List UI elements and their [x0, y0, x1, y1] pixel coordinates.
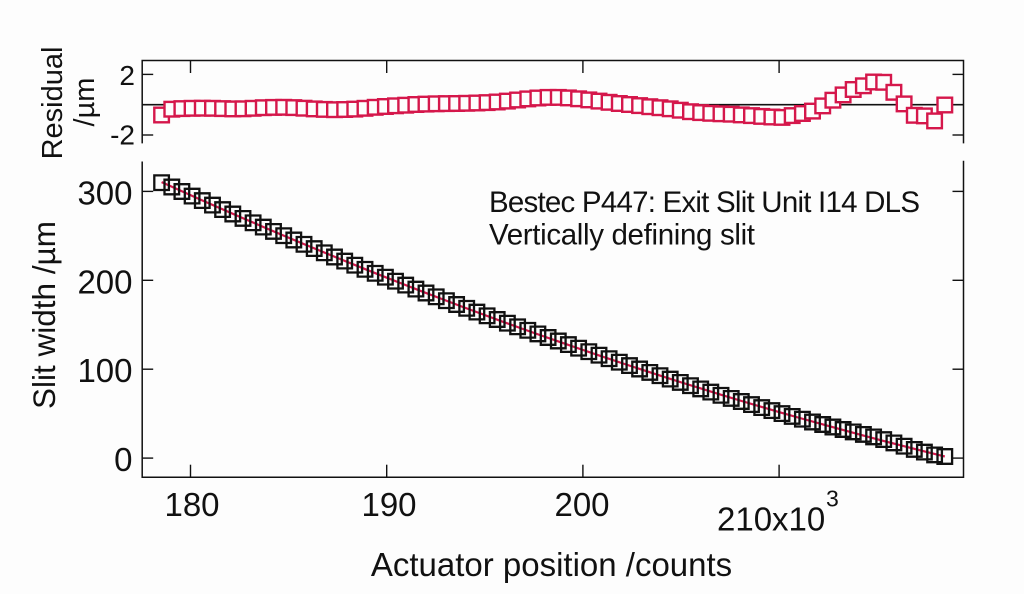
- svg-text:180: 180: [164, 486, 219, 523]
- svg-text:-2: -2: [110, 120, 135, 151]
- svg-text:2: 2: [119, 60, 135, 91]
- svg-text:Residual: Residual: [37, 47, 69, 160]
- svg-text:100: 100: [77, 352, 132, 389]
- svg-text:Vertically defining slit: Vertically defining slit: [489, 218, 755, 251]
- svg-text:Slit width /µm: Slit width /µm: [26, 221, 62, 409]
- svg-text:210x10: 210x10: [717, 501, 825, 538]
- svg-text:Actuator position /counts: Actuator position /counts: [371, 546, 732, 583]
- svg-text:/µm: /µm: [69, 78, 101, 127]
- svg-text:200: 200: [554, 486, 609, 523]
- svg-text:0: 0: [114, 441, 132, 478]
- svg-text:300: 300: [77, 174, 132, 211]
- svg-text:200: 200: [77, 263, 132, 300]
- svg-text:190: 190: [361, 486, 416, 523]
- svg-text:Bestec P447: Exit Slit Unit I1: Bestec P447: Exit Slit Unit I14 DLS: [489, 186, 920, 219]
- svg-text:3: 3: [826, 486, 839, 512]
